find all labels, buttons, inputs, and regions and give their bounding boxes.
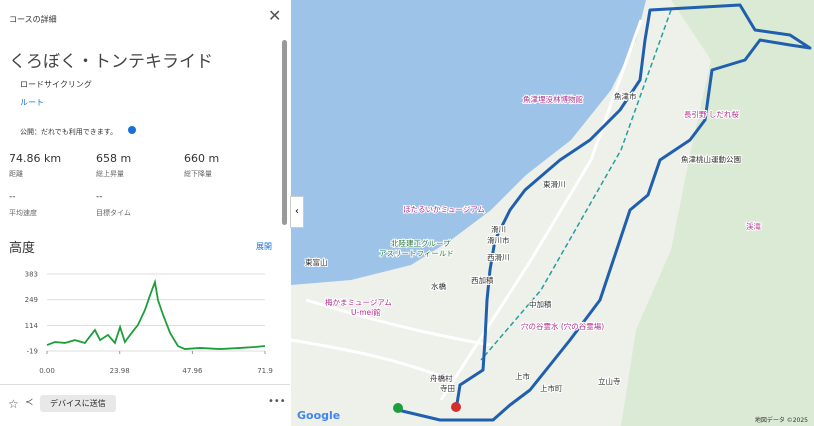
google-logo: Google	[297, 409, 340, 422]
stat-value: --	[96, 192, 103, 202]
stat-value: 74.86 km	[9, 152, 62, 165]
railway	[480, 9, 672, 361]
mountains	[621, 0, 814, 426]
map-label: 滑川	[491, 224, 506, 234]
map-label: 西加積	[471, 275, 494, 285]
more-button[interactable]: •••	[268, 396, 286, 407]
map-label: 滑川市	[487, 235, 510, 245]
map-label: 水橋	[431, 281, 446, 291]
map-label: U-mei館	[351, 307, 381, 317]
close-button[interactable]: ✕	[268, 6, 282, 25]
map-label: 渓滝	[746, 221, 761, 231]
send-button[interactable]: デバイスに送信	[40, 395, 116, 412]
star-button[interactable]: ☆	[8, 397, 19, 411]
y-tick-label: 383	[25, 271, 38, 279]
x-tick-label: 47.96	[182, 367, 203, 375]
map-label: アスリートフィールド	[379, 249, 454, 258]
visibility: 公開：だれでも利用できます。	[20, 128, 118, 136]
x-tick-label: 71.9	[257, 367, 273, 375]
share-button[interactable]: ≺	[25, 397, 34, 408]
map-label: 穴の谷霊水 (穴の谷霊場)	[521, 321, 604, 331]
map-label: ほたるいかミュージアム	[403, 205, 485, 214]
stat-label: 目標タイム	[96, 209, 131, 217]
y-tick-label: -19	[27, 348, 38, 356]
stat-value: 660 m	[184, 152, 220, 165]
end-marker[interactable]	[451, 402, 461, 412]
elevation-line	[46, 278, 266, 350]
map-label: 長引野 しだれ桜	[684, 109, 739, 119]
map-label: 中加積	[529, 299, 552, 309]
stat-value: 658 m	[96, 152, 132, 165]
course-title: くろぼく・トンテキライド	[9, 52, 213, 72]
map-label: 魚津桃山運動公園	[681, 154, 741, 164]
map-label: 梅かまミュージアム	[325, 297, 392, 307]
map-label: 東富山	[305, 257, 328, 267]
activity: ロードサイクリング	[20, 80, 92, 89]
y-tick-label: 249	[25, 296, 38, 304]
map-label: 上市町	[540, 383, 563, 393]
scrollbar[interactable]	[282, 40, 287, 225]
y-tick-label: 114	[25, 322, 39, 330]
attribution: 地図データ ©2025	[755, 416, 808, 424]
info-icon[interactable]	[128, 126, 136, 134]
map-label: 上市	[515, 371, 530, 381]
collapse-button[interactable]: ‹	[290, 196, 304, 228]
stat-value: --	[9, 192, 16, 202]
divider	[0, 384, 290, 385]
sea	[291, 0, 646, 285]
stat-label: 総上昇量	[96, 170, 124, 178]
header: コースの詳細	[9, 15, 57, 24]
side-panel: コースの詳細 ✕ くろぼく・トンテキライド ロードサイクリング ルート 公開：だ…	[0, 0, 290, 426]
elevation-title: 高度	[9, 241, 36, 256]
map-label: 魚津埋没林博物館	[523, 94, 583, 104]
x-tick-label: 23.98	[110, 367, 130, 375]
stat-label: 平均速度	[9, 209, 37, 217]
expand-link[interactable]: 展開	[256, 242, 272, 251]
map-label: 舟橋村	[430, 373, 453, 383]
route	[397, 3, 812, 422]
map-label: 北陸建工グループ	[391, 238, 451, 248]
start-marker[interactable]	[393, 403, 403, 413]
map-label: 西滑川	[487, 252, 510, 262]
stat-label: 総下降量	[184, 170, 212, 178]
map-label: 立山寺	[598, 376, 621, 386]
stat-label: 距離	[9, 170, 23, 178]
map-label: 東滑川	[543, 179, 566, 189]
x-tick-label: 0.00	[39, 367, 55, 375]
map-label: 魚津市	[614, 91, 637, 101]
route-link[interactable]: ルート	[20, 98, 44, 107]
map-label: 寺田	[440, 384, 455, 393]
elevation-chart: 383 249 114 -19 0.00 23.98 47.96 71.9	[25, 271, 273, 376]
